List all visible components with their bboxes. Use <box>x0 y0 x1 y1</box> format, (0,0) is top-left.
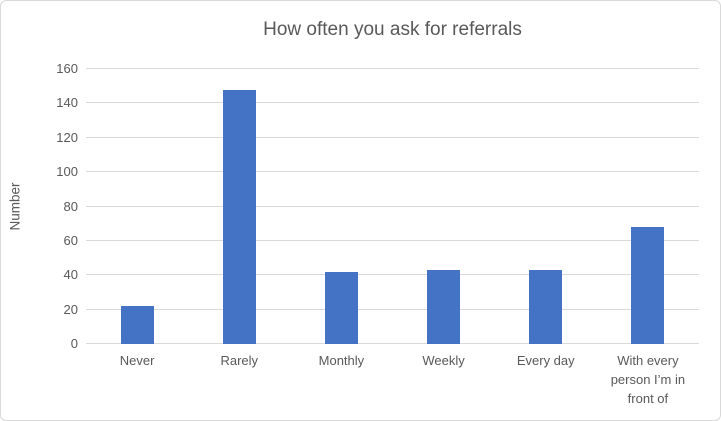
x-tick-label: Monthly <box>318 353 365 368</box>
gridline <box>86 239 699 241</box>
y-tick-label: 100 <box>56 164 78 180</box>
y-tick-label: 80 <box>63 198 78 214</box>
bar <box>120 306 154 344</box>
y-tick-label: 60 <box>63 232 78 248</box>
gridline <box>86 308 699 310</box>
y-tick-label: 140 <box>56 95 78 111</box>
x-tick-label: Never <box>119 353 155 368</box>
bar <box>427 270 461 344</box>
y-tick-label: 0 <box>70 336 78 351</box>
gridline <box>86 136 699 138</box>
gridline <box>86 171 699 173</box>
chart-title: How often you ask for referrals <box>263 19 522 40</box>
gridline <box>86 68 699 69</box>
x-tick-label: Every day <box>516 353 575 368</box>
gridline <box>86 102 699 104</box>
y-tick-label: 120 <box>56 129 78 145</box>
bar <box>631 227 665 344</box>
x-tick-label: With every person I’m in front of <box>610 353 686 406</box>
y-tick-label: 160 <box>56 61 78 76</box>
bar <box>222 89 256 344</box>
y-tick-label: 40 <box>63 267 78 283</box>
gridline <box>86 274 699 276</box>
y-tick-label: 20 <box>63 301 78 317</box>
x-tick-label: Weekly <box>422 353 465 368</box>
bar <box>324 271 358 344</box>
gridline <box>86 205 699 207</box>
bar <box>529 270 563 344</box>
x-tick-label: Rarely <box>220 353 259 368</box>
x-axis-line <box>86 343 699 344</box>
